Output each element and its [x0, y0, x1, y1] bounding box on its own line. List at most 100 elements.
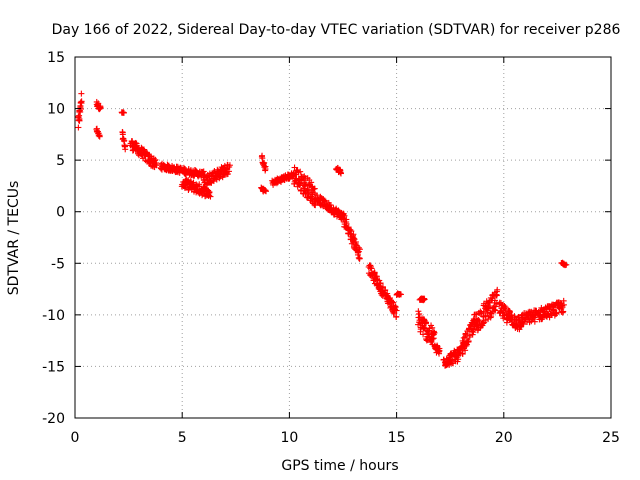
data-point — [560, 308, 567, 315]
data-point — [392, 303, 399, 310]
chart-title: Day 166 of 2022, Sidereal Day-to-day VTE… — [52, 22, 621, 38]
data-point — [289, 173, 296, 180]
data-point — [456, 349, 463, 356]
data-point — [563, 261, 570, 268]
data-point — [371, 269, 378, 276]
data-point — [492, 303, 499, 310]
data-point — [263, 188, 270, 195]
data-point — [341, 212, 348, 219]
data-point — [368, 265, 375, 272]
data-point — [501, 305, 508, 312]
data-point — [462, 347, 469, 354]
data-point — [122, 146, 129, 153]
data-point — [422, 319, 429, 326]
data-point — [511, 313, 518, 320]
data-point — [421, 296, 428, 303]
data-point — [420, 324, 427, 331]
y-axis-label: SDTVAR / TECUs — [6, 181, 22, 296]
y-tick-label: -5 — [51, 256, 65, 272]
x-tick-label: 20 — [495, 430, 513, 446]
data-point — [448, 357, 455, 364]
plot-frame — [74, 56, 612, 419]
data-point — [393, 314, 400, 321]
y-tick-label: -15 — [42, 359, 65, 375]
data-point — [356, 255, 363, 262]
data-point — [352, 238, 359, 245]
data-point — [386, 294, 393, 301]
data-point — [262, 187, 269, 194]
data-point — [347, 226, 354, 233]
data-point — [75, 113, 82, 120]
data-point — [343, 220, 350, 227]
data-point — [76, 115, 83, 122]
y-tick-label: 15 — [47, 50, 65, 66]
data-point — [311, 185, 318, 192]
x-tick-label: 10 — [280, 430, 298, 446]
grid-layer — [75, 57, 611, 418]
data-points — [75, 90, 570, 369]
data-point — [392, 304, 399, 311]
data-point — [376, 277, 383, 284]
data-point — [553, 309, 560, 316]
x-tick-label: 5 — [178, 430, 187, 446]
x-tick-label: 15 — [388, 430, 406, 446]
data-point — [120, 109, 127, 116]
data-point — [480, 320, 487, 327]
data-point — [75, 124, 82, 131]
data-point — [262, 166, 269, 173]
data-point — [431, 329, 438, 336]
data-point — [494, 286, 501, 293]
data-point — [429, 336, 436, 343]
data-point — [430, 335, 437, 342]
data-point — [327, 202, 334, 209]
data-point — [78, 99, 85, 106]
y-tick-label: -10 — [42, 308, 65, 324]
y-tick-label: 10 — [47, 102, 65, 118]
data-point — [463, 342, 470, 349]
y-tick-label: 0 — [56, 205, 65, 221]
data-point — [507, 309, 514, 316]
data-point — [424, 328, 431, 335]
data-point — [207, 193, 214, 200]
y-tick-label: 5 — [56, 153, 65, 169]
data-point — [397, 291, 404, 298]
data-point — [475, 316, 482, 323]
data-point — [416, 310, 423, 317]
data-point — [491, 297, 498, 304]
data-point — [459, 351, 466, 358]
data-point — [351, 236, 358, 243]
data-point — [470, 329, 477, 336]
data-point — [491, 306, 498, 313]
data-point — [465, 338, 472, 345]
data-point — [502, 304, 509, 311]
data-point — [337, 170, 344, 177]
data-point — [97, 105, 104, 112]
data-point — [297, 168, 304, 175]
data-point — [78, 90, 85, 97]
data-point — [291, 178, 298, 185]
tick-labels: 0 5 10 15 20 25 -20 -15 -10 -5 0 5 10 15 — [42, 50, 620, 446]
data-point — [436, 347, 443, 354]
data-point — [355, 244, 362, 251]
data-point — [493, 292, 500, 299]
data-point — [132, 139, 139, 146]
data-point — [429, 324, 436, 331]
data-point — [356, 246, 363, 253]
data-point — [96, 133, 103, 140]
data-point — [350, 235, 357, 242]
data-point — [308, 179, 315, 186]
data-point — [560, 301, 567, 308]
data-point — [415, 308, 422, 315]
x-tick-label: 0 — [71, 430, 80, 446]
data-point — [196, 181, 203, 188]
data-point — [393, 307, 400, 314]
data-point — [300, 173, 307, 180]
data-point — [224, 171, 231, 178]
y-tick-label: -20 — [42, 411, 65, 427]
data-point — [302, 180, 309, 187]
axis-ticks — [74, 56, 612, 419]
x-axis-label: GPS time / hours — [281, 458, 398, 474]
data-point — [531, 318, 538, 325]
data-point — [348, 228, 355, 235]
